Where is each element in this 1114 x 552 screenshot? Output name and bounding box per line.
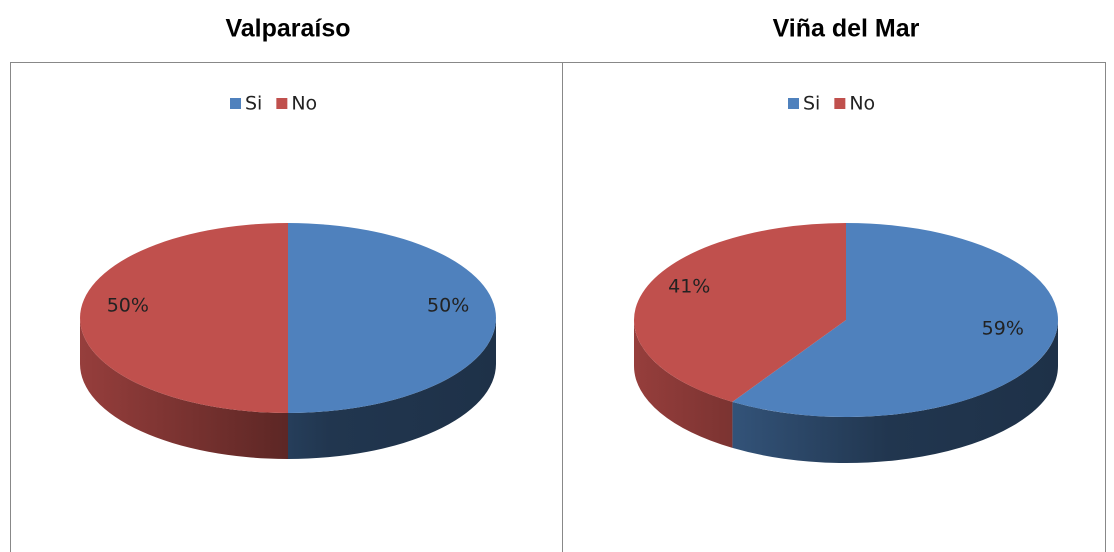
chart-frame [562, 62, 1106, 552]
legend-label: Si [803, 93, 820, 115]
data-label: 59% [982, 317, 1024, 339]
slice [732, 223, 1058, 417]
data-label: 41% [668, 276, 710, 298]
slice-side [80, 318, 288, 459]
slice [288, 223, 496, 413]
legend-label: Si [245, 93, 262, 115]
legend-swatch [788, 98, 799, 109]
slice-side [634, 320, 733, 448]
data-label: 50% [107, 295, 149, 317]
slice-side [732, 320, 1058, 463]
slice [80, 223, 288, 413]
slice-side [288, 318, 496, 459]
legend-label: No [849, 93, 875, 115]
chart-title: Viña del Mar [773, 15, 920, 43]
legend-swatch [230, 98, 241, 109]
legend-swatch [276, 98, 288, 109]
legend-swatch [834, 98, 846, 109]
data-label: 50% [427, 295, 469, 317]
slice [634, 223, 846, 402]
chart-title: Valparaíso [225, 15, 350, 43]
legend-label: No [291, 93, 317, 115]
